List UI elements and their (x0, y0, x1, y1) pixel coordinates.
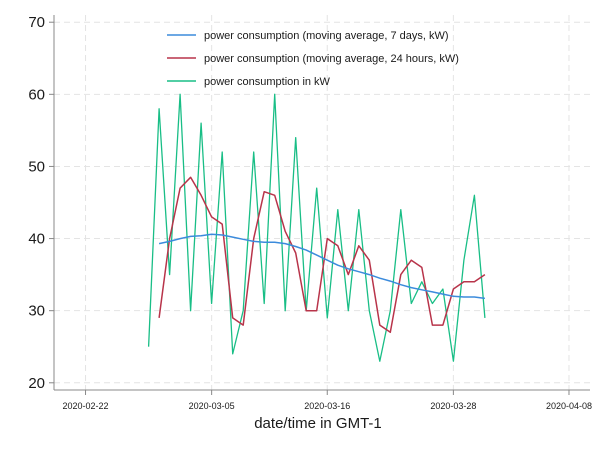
tick-labels: 20 30 40 50 60 70 2020-02-22 2020-03-05 2020-03-… (28, 14, 592, 411)
axes (53, 15, 590, 391)
y-tick-label: 40 (28, 231, 45, 248)
x-tick-label: 2020-03-28 (430, 401, 476, 411)
series-line-ma24 (158, 176, 486, 334)
legend-label-ma7: power consumption (moving average, 7 day… (204, 30, 449, 42)
legend-label-ma24: power consumption (moving average, 24 ho… (204, 53, 459, 65)
x-tick-label: 2020-03-05 (189, 401, 235, 411)
y-tick-label: 60 (28, 86, 45, 103)
gridlines (54, 15, 590, 390)
x-tick-label: 2020-03-16 (304, 401, 350, 411)
series-line-ma7 (158, 233, 485, 300)
y-tick-label: 20 (28, 375, 45, 392)
x-tick-label: 2020-04-08 (546, 401, 592, 411)
legend: power consumption (moving average, 7 day… (167, 30, 459, 88)
y-tick-label: 30 (28, 303, 45, 320)
series (147, 93, 486, 362)
y-tick-label: 50 (28, 158, 45, 175)
y-tick-label: 70 (28, 14, 45, 31)
x-axis-label: date/time in GMT-1 (254, 415, 382, 432)
legend-label-raw: power consumption in kW (204, 76, 331, 88)
x-tick-label: 2020-02-22 (63, 401, 109, 411)
series-line-raw (147, 93, 486, 362)
